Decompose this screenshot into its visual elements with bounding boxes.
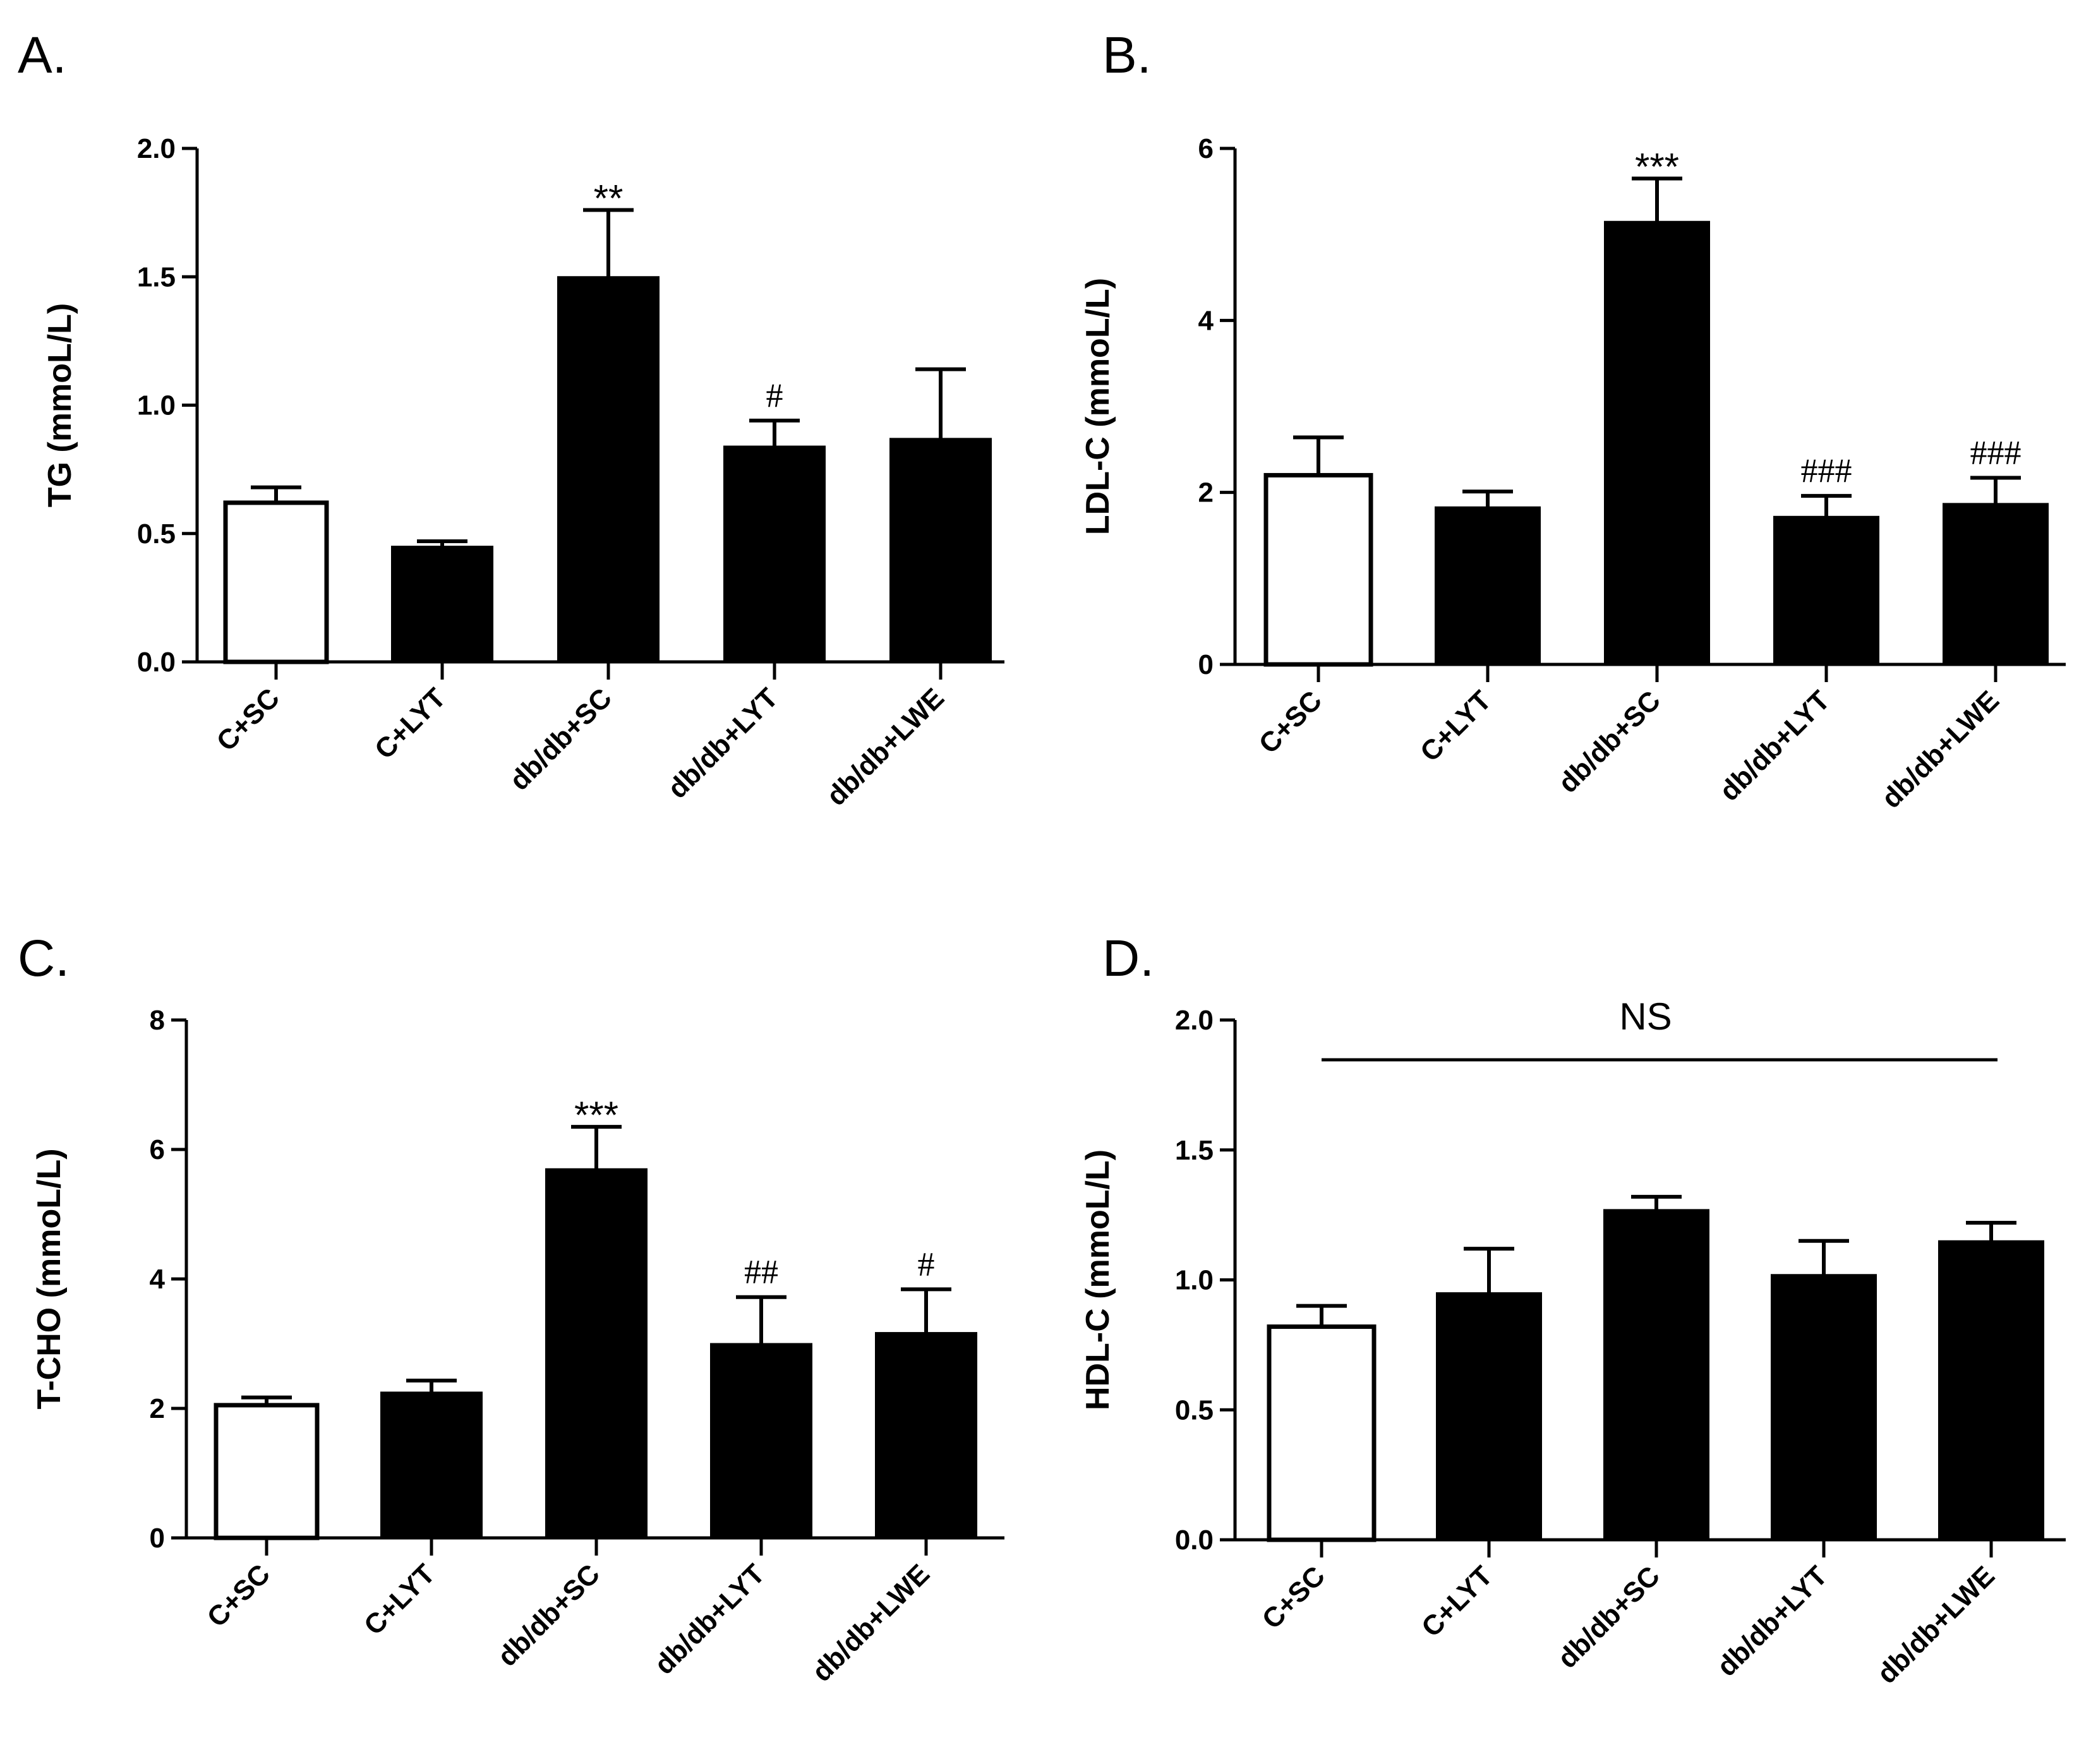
significance-label: *** [1635, 146, 1679, 188]
panel-letter: C. [18, 930, 69, 987]
bar [1938, 1240, 2044, 1541]
ns-label: NS [1619, 995, 1672, 1038]
x-tick-label: C+LYT [1414, 685, 1497, 767]
y-tick-label: 4 [1198, 305, 1214, 336]
significance-label: ### [1970, 434, 2022, 472]
y-axis-label: LDL-C (mmoL/L) [1080, 278, 1116, 535]
y-axis-label: T-CHO (mmoL/L) [31, 1148, 68, 1409]
y-axis-label: TG (mmoL/L) [42, 303, 78, 508]
y-axis-label: HDL-C (mmoL/L) [1080, 1149, 1116, 1410]
bar [889, 438, 992, 663]
bar [1771, 1274, 1877, 1541]
significance-label: ### [1801, 452, 1852, 489]
y-tick-label: 2.0 [1175, 1005, 1214, 1036]
significance-label: ## [744, 1253, 778, 1291]
x-tick-label: C+SC [1253, 685, 1329, 760]
x-tick-label: C+LYT [1416, 1560, 1498, 1643]
bar [380, 1391, 483, 1539]
y-tick-label: 2 [150, 1393, 165, 1424]
x-tick-label: db/db+LYT [662, 682, 784, 804]
bar [223, 500, 329, 664]
significance-label: *** [574, 1094, 618, 1136]
x-tick-label: db/db+LWE [806, 1558, 936, 1688]
x-tick-label: C+SC [211, 682, 286, 757]
bar [214, 1403, 320, 1540]
significance-label: # [918, 1245, 935, 1283]
y-tick-label: 1.0 [137, 390, 176, 421]
x-tick-label: db/db+SC [503, 682, 618, 796]
panel-b: B. 0 2 4 6 LDL-C (mmoL/L) C+SC C+LYT db/db+SC ***… [1080, 27, 2066, 814]
panel-letter: D. [1102, 930, 1154, 987]
y-tick-label: 1.5 [1175, 1135, 1214, 1166]
x-tick-label: C+LYT [358, 1558, 441, 1641]
y-tick-label: 2.0 [137, 133, 176, 164]
significance-label: # [766, 376, 783, 414]
y-tick-label: 8 [150, 1005, 165, 1036]
y-tick-label: 4 [150, 1264, 166, 1295]
x-tick-label: db/db+LYT [1714, 685, 1836, 807]
x-tick-label: db/db+LWE [1876, 685, 2005, 814]
y-tick-label: 0 [150, 1523, 165, 1554]
x-tick-label: db/db+SC [1552, 685, 1666, 799]
x-tick-label: C+SC [1256, 1560, 1332, 1635]
y-tick-label: 6 [150, 1134, 165, 1165]
x-tick-label: db/db+LYT [649, 1558, 771, 1680]
y-tick-label: 0.0 [1175, 1525, 1214, 1556]
bar [875, 1332, 977, 1539]
y-tick-label: 1.5 [137, 261, 176, 292]
bar [1943, 503, 2049, 666]
bar [1267, 1324, 1377, 1542]
panel-letter: B. [1102, 27, 1151, 84]
x-tick-label: C+LYT [369, 682, 452, 765]
x-tick-label: db/db+LWE [821, 682, 950, 812]
x-tick-label: db/db+SC [491, 1558, 606, 1672]
significance-label: ** [594, 177, 624, 220]
y-tick-label: 1.0 [1175, 1265, 1214, 1296]
panel-letter: A. [18, 27, 66, 84]
panel-c: C. 0 2 4 6 8 T-CHO (mmoL/L) C+SC C+LYT db/db+SC **… [18, 930, 1004, 1688]
bar [710, 1343, 812, 1539]
y-tick-label: 6 [1198, 133, 1214, 164]
y-tick-label: 2 [1198, 477, 1214, 508]
bar [1604, 220, 1710, 666]
x-tick-label: db/db+LWE [1871, 1560, 2001, 1689]
bar [1603, 1209, 1709, 1540]
y-tick-label: 0.5 [1175, 1395, 1214, 1425]
bar [1263, 472, 1373, 667]
bar [1773, 515, 1879, 665]
x-tick-label: db/db+SC [1552, 1560, 1666, 1674]
y-tick-label: 0 [1198, 649, 1214, 680]
bar [723, 445, 826, 663]
bar [1436, 1292, 1542, 1540]
panel-a: A. 0.0 0.5 1.0 1.5 2.0 TG (mmoL/L) C+SC C+LYT db/… [18, 27, 1004, 812]
bar [391, 546, 493, 663]
bar [545, 1168, 648, 1539]
x-tick-label: C+SC [202, 1558, 277, 1633]
x-tick-label: db/db+LYT [1711, 1560, 1833, 1682]
bar [1435, 506, 1541, 665]
panel-d: D. 0.0 0.5 1.0 1.5 2.0 HDL-C (mmoL/L) C+SC C+LYT… [1080, 930, 2066, 1689]
y-tick-label: 0.5 [137, 519, 176, 549]
bar [557, 276, 660, 663]
y-tick-label: 0.0 [137, 647, 176, 678]
